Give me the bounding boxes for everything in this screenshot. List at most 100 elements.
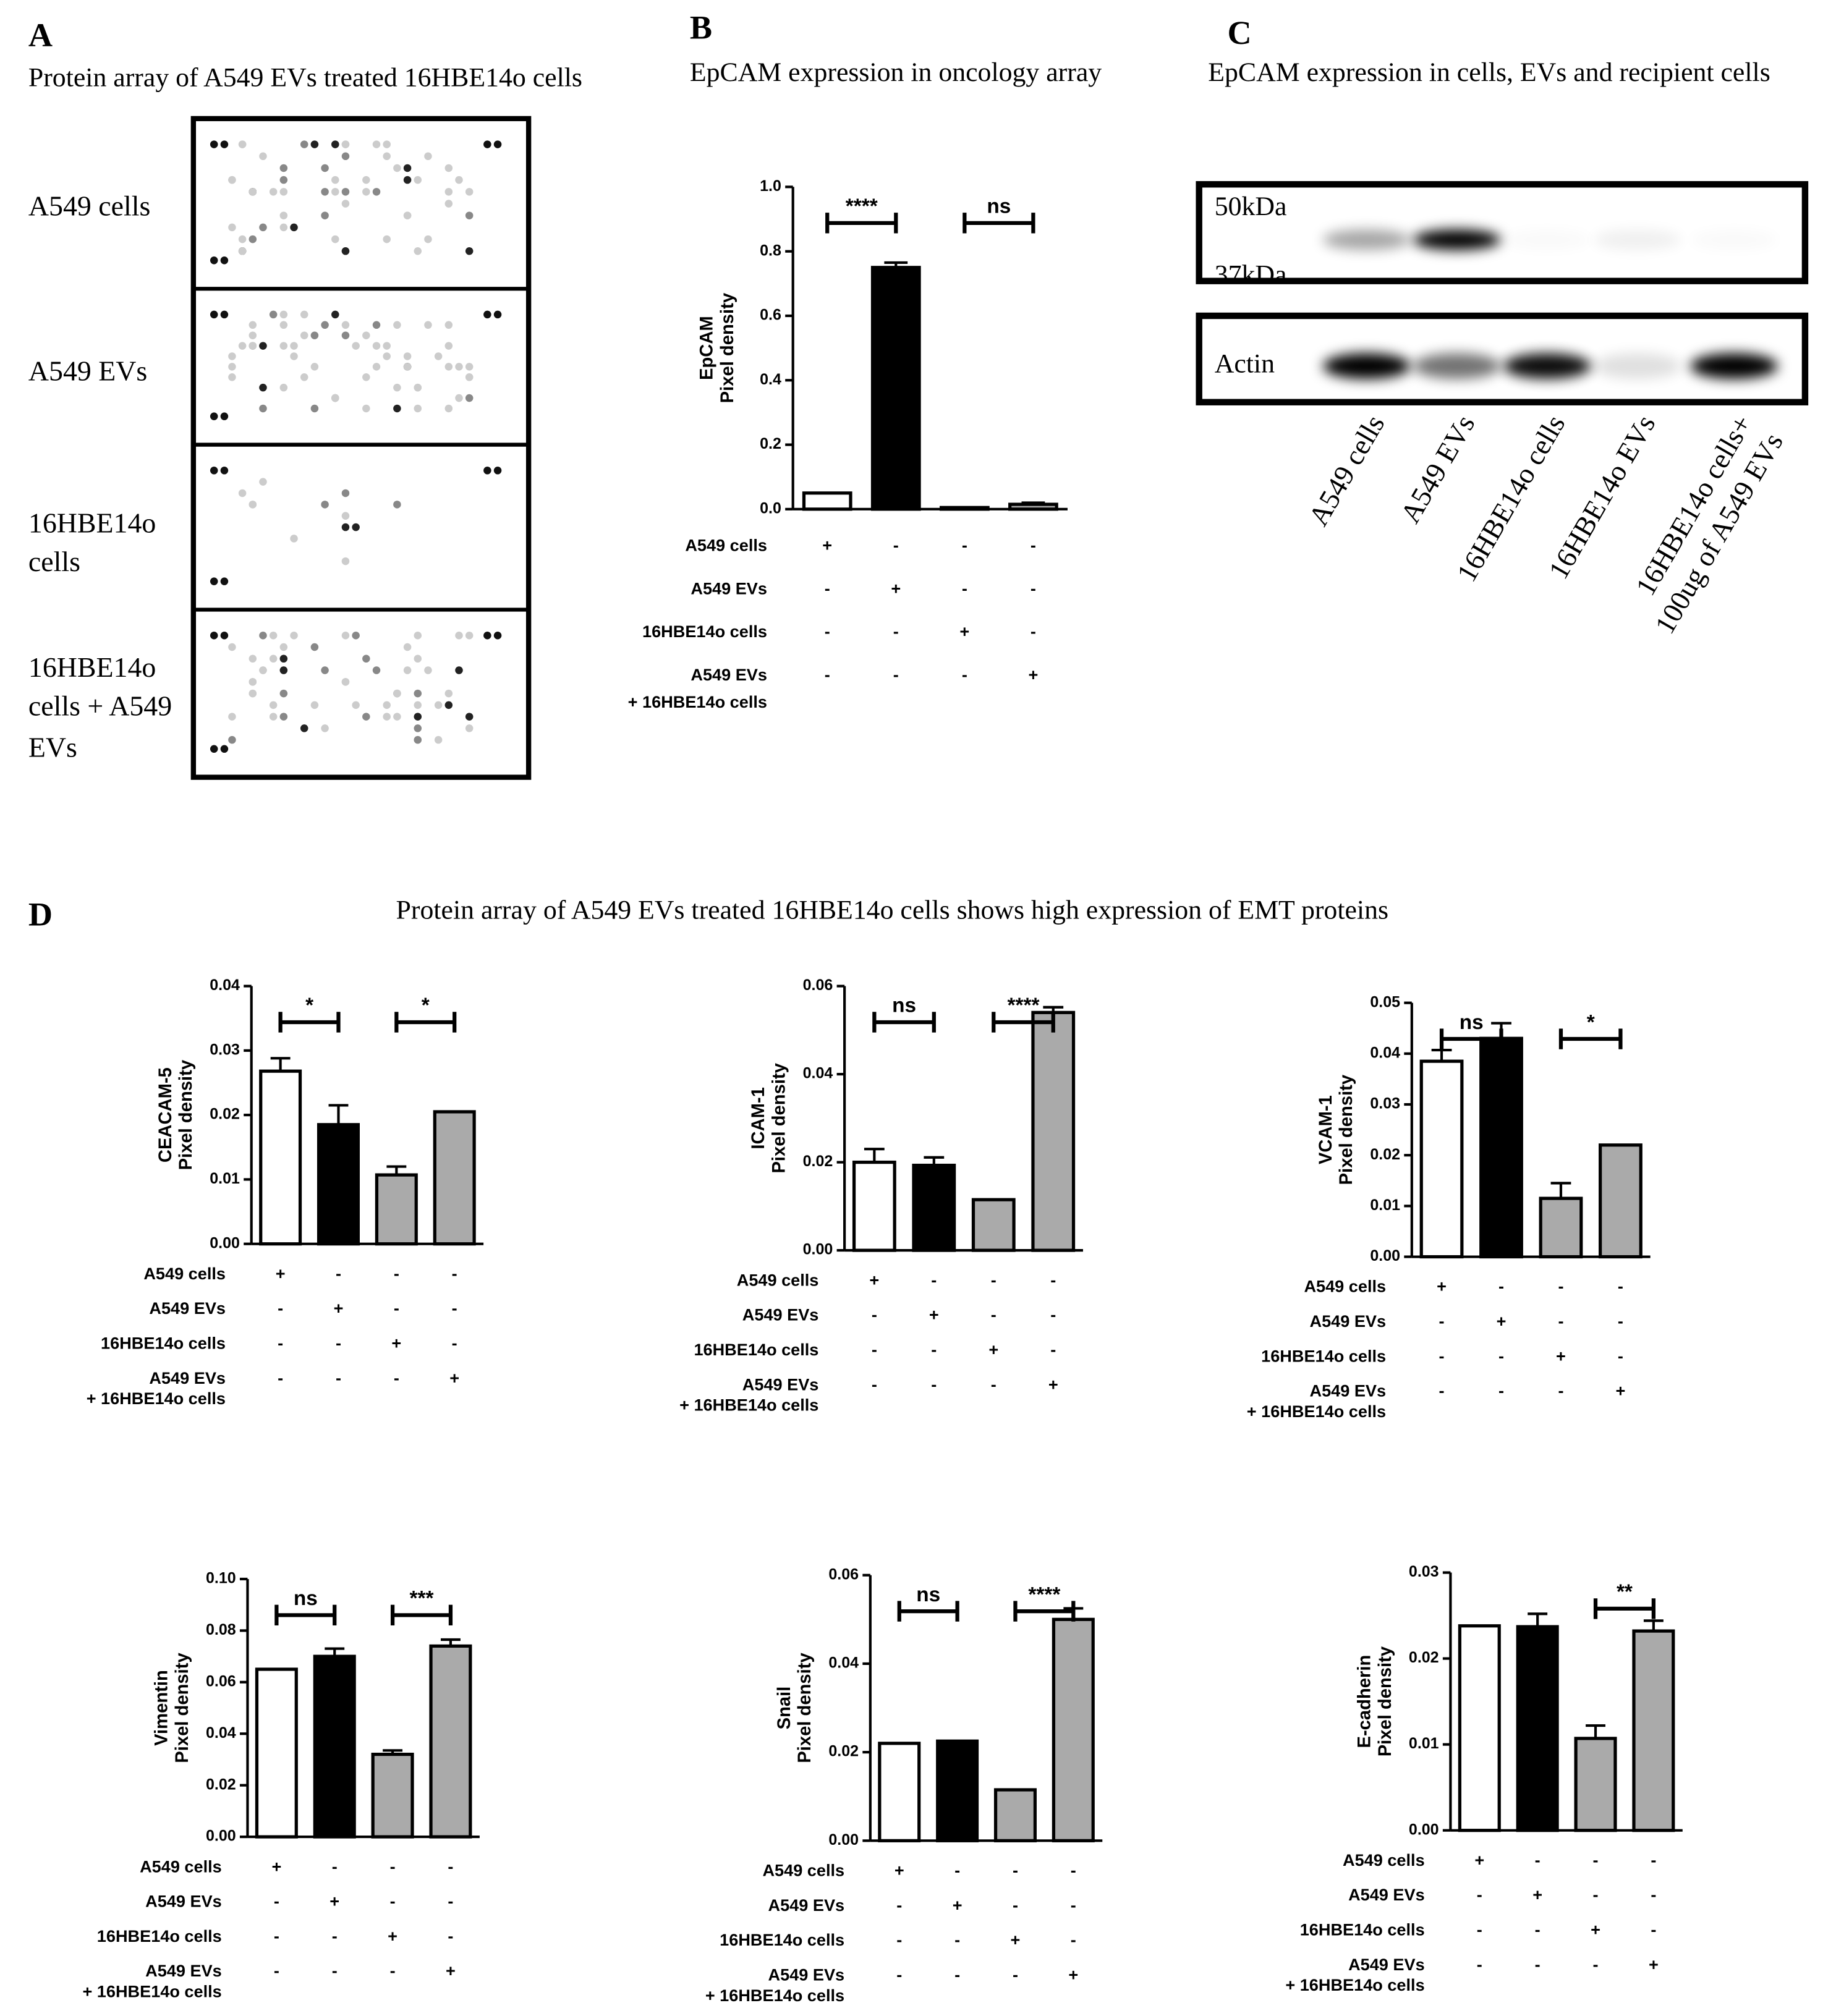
y-tick-label: 0.02 bbox=[206, 1776, 236, 1793]
significance-bracket bbox=[992, 1012, 1055, 1033]
array-spot bbox=[341, 331, 350, 339]
array-spot bbox=[372, 666, 381, 674]
array-spot bbox=[341, 321, 350, 329]
array-spot bbox=[321, 666, 329, 674]
condition-sign: + bbox=[1556, 1346, 1566, 1365]
array-spot bbox=[331, 140, 339, 148]
array-spot bbox=[341, 512, 350, 520]
bar bbox=[912, 1163, 956, 1252]
array-spot bbox=[290, 535, 298, 543]
array-spot bbox=[279, 310, 288, 319]
row-label: cells + A549 bbox=[28, 690, 172, 722]
array-spot bbox=[300, 140, 308, 148]
blot-band bbox=[1690, 229, 1778, 250]
condition-sign: - bbox=[332, 1961, 338, 1980]
condition-label: 16HBE14o cells bbox=[97, 1926, 222, 1946]
y-tick-label: 0.03 bbox=[1370, 1095, 1400, 1112]
array-spot bbox=[279, 713, 288, 721]
array-spot bbox=[372, 363, 381, 371]
bar bbox=[255, 1667, 298, 1839]
bar bbox=[371, 1752, 414, 1839]
array-spot bbox=[493, 467, 502, 475]
array-spot bbox=[352, 523, 360, 532]
array-spot bbox=[210, 467, 218, 475]
condition-label: + 16HBE14o cells bbox=[679, 1396, 818, 1415]
array-spot bbox=[455, 394, 463, 402]
array-spot bbox=[228, 363, 236, 371]
condition-sign: - bbox=[336, 1334, 341, 1353]
blot-band bbox=[1690, 353, 1779, 379]
condition-sign: - bbox=[954, 1861, 960, 1880]
condition-sign: - bbox=[1558, 1277, 1563, 1296]
array-spot bbox=[372, 342, 381, 350]
array-spot bbox=[269, 713, 278, 721]
y-axis-label: Pixel density bbox=[1337, 1074, 1356, 1185]
array-spot bbox=[483, 467, 491, 475]
condition-sign: - bbox=[1013, 1895, 1018, 1915]
y-tick-label: 0.02 bbox=[1409, 1649, 1439, 1666]
condition-sign: - bbox=[1618, 1277, 1623, 1296]
array-spot bbox=[310, 701, 319, 709]
array-spot bbox=[331, 394, 339, 402]
condition-sign: - bbox=[1477, 1885, 1482, 1904]
condition-sign: + bbox=[1028, 665, 1038, 684]
condition-sign: - bbox=[274, 1961, 279, 1980]
error-bar bbox=[884, 261, 908, 268]
y-tick-label: 0.6 bbox=[760, 307, 781, 324]
condition-sign: - bbox=[1558, 1381, 1563, 1400]
condition-sign: - bbox=[1013, 1861, 1018, 1880]
array-spot bbox=[383, 152, 391, 161]
error-bar bbox=[328, 1104, 349, 1125]
array-spot bbox=[259, 478, 267, 486]
array-frame bbox=[190, 116, 532, 780]
array-spot bbox=[331, 310, 339, 319]
array-spot bbox=[249, 678, 257, 686]
array-spot bbox=[321, 724, 329, 732]
y-tick-label: 0.04 bbox=[828, 1654, 859, 1672]
array-spot bbox=[393, 321, 401, 329]
array-spot bbox=[352, 631, 360, 640]
array-spot bbox=[249, 654, 257, 663]
condition-sign: + bbox=[869, 1270, 879, 1289]
array-spot bbox=[220, 140, 229, 148]
array-spot bbox=[228, 176, 236, 184]
condition-sign: - bbox=[1651, 1850, 1656, 1870]
row-label: EVs bbox=[28, 731, 77, 763]
panel-title: Protein array of A549 EVs treated 16HBE1… bbox=[28, 62, 582, 92]
significance-bracket bbox=[278, 1012, 341, 1033]
array-spot bbox=[249, 235, 257, 244]
array-spot bbox=[444, 701, 453, 709]
y-axis-label: Vimentin bbox=[151, 1670, 171, 1746]
array-spot bbox=[414, 735, 422, 744]
row-label: A549 EVs bbox=[28, 355, 147, 386]
bar bbox=[971, 1198, 1016, 1252]
condition-sign: - bbox=[893, 535, 899, 554]
array-spot bbox=[238, 235, 247, 244]
condition-sign: + bbox=[1068, 1965, 1078, 1984]
condition-label: A549 cells bbox=[1343, 1850, 1425, 1870]
condition-sign: - bbox=[1050, 1340, 1056, 1359]
condition-sign: - bbox=[278, 1334, 283, 1353]
significance-label: ns bbox=[987, 195, 1011, 218]
y-tick-label: 0.01 bbox=[1409, 1735, 1439, 1752]
array-spot bbox=[414, 176, 422, 184]
array-spot bbox=[341, 557, 350, 565]
condition-label: A549 cells bbox=[762, 1861, 844, 1880]
condition-sign: + bbox=[822, 535, 832, 554]
y-axis-label: ICAM-1 bbox=[749, 1087, 768, 1150]
y-tick-label: 0.01 bbox=[1370, 1196, 1400, 1214]
condition-sign: - bbox=[452, 1298, 457, 1318]
significance-label: ns bbox=[892, 994, 916, 1017]
array-spot bbox=[444, 404, 453, 413]
condition-sign: - bbox=[931, 1374, 937, 1394]
condition-sign: + bbox=[1591, 1920, 1600, 1939]
condition-label: 16HBE14o cells bbox=[1300, 1920, 1425, 1939]
condition-label: A549 EVs bbox=[691, 665, 767, 684]
condition-sign: - bbox=[1031, 535, 1036, 554]
y-tick-label: 0.00 bbox=[206, 1828, 236, 1845]
condition-sign: - bbox=[954, 1965, 960, 1984]
array-spot bbox=[403, 176, 412, 184]
array-spot bbox=[238, 247, 247, 255]
array-spot bbox=[493, 140, 502, 148]
condition-label: A549 EVs bbox=[691, 578, 767, 598]
